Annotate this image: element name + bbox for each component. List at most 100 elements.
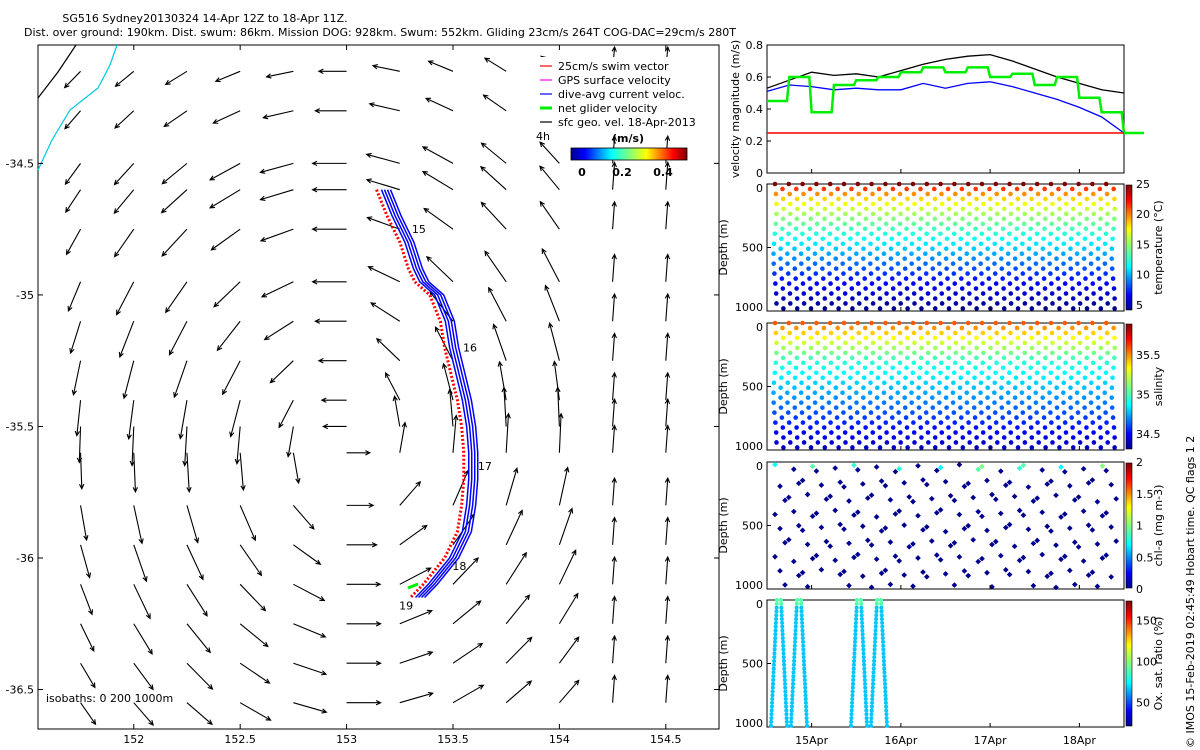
salinity-profile-point-262 [911,330,917,336]
temperature-profile-point-446 [1008,201,1014,207]
salinity-profile-point-491 [1029,435,1035,440]
temperature-profile-point-213 [891,206,897,212]
temperature-profile-point-24 [774,301,779,306]
salinity-profile-point-638 [1102,390,1108,395]
velocity-arrow-69 [541,247,560,283]
oxygen-profile-point-59 [783,693,788,698]
salinity-profile-point-329 [944,405,949,410]
chla-point-170 [1048,478,1054,485]
chla-point-119 [975,466,982,473]
salinity-profile-point-349 [958,375,964,381]
temperature-profile-point-500 [1036,211,1041,217]
temperature-profile-point-47 [794,286,799,291]
temperature-profile-point-385 [973,286,979,291]
temperature-profile-point-613 [1095,256,1101,261]
legend-arrow-4h-label: 4h [536,130,550,143]
chla-point-178 [1061,468,1068,475]
temperature-profile-point-525 [1057,206,1062,212]
chla-point-8 [782,582,788,588]
oxygen-profile-point-88 [791,674,796,679]
salinity-profile-point-535 [1054,395,1059,400]
salinity-profile-point-265 [919,345,924,351]
temperature-profile-point-165 [862,226,868,232]
salinity-profile-point-436 [993,420,999,425]
salinity-profile-point-54 [801,330,806,336]
coastline [37,44,118,171]
temperature-profile-point-220 [882,241,887,247]
temperature-profile-point-261 [918,186,923,192]
temperature-profile-point-309 [932,296,938,301]
temperature-profile-point-303 [930,266,936,271]
salinity-profile-point-367 [974,335,979,341]
chla-point-16 [795,572,802,579]
salinity-profile-point-357 [958,415,964,420]
chla-point-157 [1030,540,1037,547]
oxygen-profile-point-41 [780,624,785,629]
temperature-profile-point-594 [1077,291,1083,296]
salinity-profile-point-98 [814,420,820,425]
chla-point-72 [882,525,889,531]
salinity-profile-point-599 [1097,325,1103,331]
temperature-profile-point-375 [972,236,977,242]
salinity-profile-point-243 [904,365,909,371]
salinity-profile-point-392 [980,330,986,336]
temperature-profile-point-216 [883,221,889,227]
salinity-profile-point-437 [1001,425,1006,430]
velocity-arrow-38 [160,189,188,214]
temperature-profile-point-471 [1029,196,1034,202]
map-xtick-label-3: 153.5 [437,733,469,746]
chla-point-180 [1071,497,1078,503]
temperature-profile-point-338 [952,181,957,187]
temperature-profile-point-640 [1102,261,1108,266]
chla-point-199 [1089,527,1096,533]
salinity-profile-point-383 [972,415,978,420]
velocity-arrow-122 [186,452,192,494]
salinity-profile-point-47 [794,425,799,430]
chla-point-155 [1020,512,1027,519]
salinity-profile-point-160 [856,340,862,346]
salinity-profile-point-75 [808,435,814,440]
temperature-profile-point-185 [877,196,883,202]
salinity-profile-point-78 [814,320,819,326]
map-ytick-label-3: -36 [16,552,34,565]
salinity-profile-point-280 [911,420,916,425]
oxygen-profile-point-270 [884,719,889,724]
salinity-profile-point-109 [836,345,841,351]
salinity-profile-point-63 [806,375,812,381]
figure-title-line1: SG516 Sydney20130324 14-Apr 12Z to 18-Ap… [62,12,347,25]
temperature-profile-point-103 [822,306,828,311]
oxygen-profile-point-34 [779,598,783,602]
temperature-profile-point-435 [1000,276,1005,281]
temperature-profile-point-588 [1074,261,1080,266]
salinity-profile-point-507 [1040,385,1046,391]
temperature-profile-point-451 [1014,226,1020,232]
temperature-profile-point-636 [1102,241,1108,247]
temperature-profile-point-238 [898,201,903,207]
oxygen-profile-point-113 [801,639,805,644]
temperature-profile-point-121 [833,266,839,271]
velocity-arrow-155 [664,516,671,545]
velocity-arrow-17 [314,108,347,114]
temperature-profile-point-188 [870,211,876,217]
temperature-profile-point-219 [889,236,895,242]
chla-point-149 [1011,543,1018,550]
velocity-arrow-110 [182,426,188,467]
temperature-profile-point-395 [988,206,993,212]
salinity-profile-point-38 [785,380,791,386]
temperature-profile-point-611 [1095,246,1101,252]
oxygen-profile-point-84 [792,658,797,663]
velocity-arrow-169 [133,623,153,656]
temperature-profile-point-505 [1041,236,1046,242]
salinity-profile-point-350 [951,380,956,386]
oxygen-profile-point-23 [770,685,775,690]
chla-point-81 [901,522,908,528]
salinity-profile-point-559 [1068,385,1073,391]
oxygen-profile-point-111 [800,632,805,637]
dac-track-line-1 [383,189,473,598]
salinity-profile-point-253 [903,415,909,420]
temperature-profile-point-22 [773,291,779,296]
temperature-profile-point-528 [1049,221,1055,227]
salinity-profile-point-560 [1061,390,1066,395]
oxygen-profile-point-180 [860,636,865,641]
salinity-profile-point-268 [911,360,917,366]
